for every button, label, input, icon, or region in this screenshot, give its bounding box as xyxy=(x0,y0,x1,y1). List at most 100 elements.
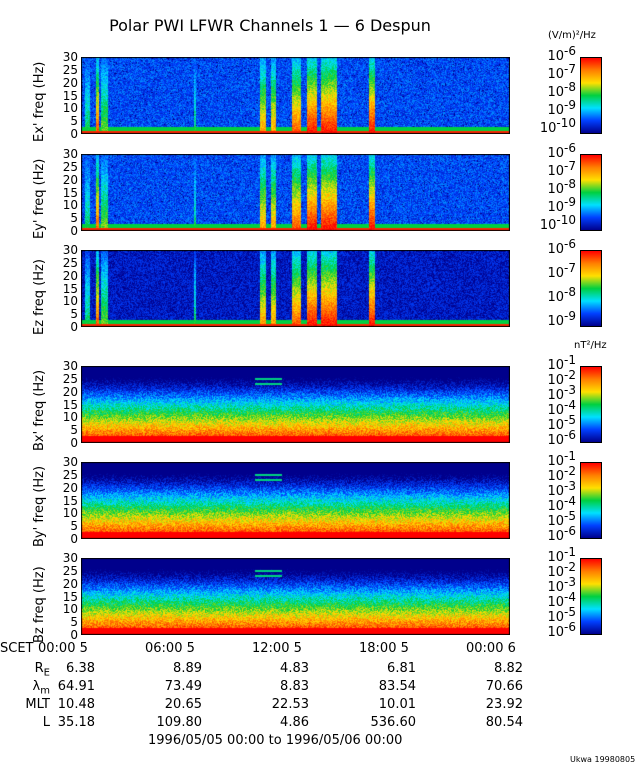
ephemeris-label: MLT xyxy=(25,697,50,712)
y-tick-label: 25 xyxy=(62,159,78,174)
y-tick-label: 20 xyxy=(62,172,78,187)
colorbar-tick-label: 10-5 xyxy=(547,605,576,625)
ephemeris-value: 8.82 xyxy=(494,661,523,676)
colorbar-tick-label: 10-1 xyxy=(547,545,576,565)
y-tick-label: 15 xyxy=(62,281,78,296)
colorbar-tick-label: 10-5 xyxy=(547,413,576,433)
ephemeris-label: RE xyxy=(34,661,50,679)
spectrogram-4 xyxy=(81,366,510,443)
spectrogram-image xyxy=(81,57,510,134)
y-axis-label: Bz freq (Hz) xyxy=(32,566,47,643)
ephemeris-label: L xyxy=(42,715,50,730)
ephemeris-value: 64.91 xyxy=(57,679,95,694)
spectrogram-1 xyxy=(81,57,510,134)
colorbar-tick-label: 10-9 xyxy=(547,309,576,330)
y-tick-label: 15 xyxy=(62,589,78,604)
colorbar-tick-label: 10-2 xyxy=(547,464,576,484)
y-tick-label: 25 xyxy=(62,371,78,386)
ephemeris-value: 73.49 xyxy=(164,679,202,694)
ephemeris-value: 4.86 xyxy=(280,715,309,730)
colorbar-tick-label: 10-5 xyxy=(547,509,576,529)
colorbar-tick-label: 10-3 xyxy=(547,383,576,403)
y-tick-label: 30 xyxy=(62,359,78,373)
y-axis-label: Ex' freq (Hz) xyxy=(32,61,47,142)
spectrogram-image xyxy=(81,250,510,327)
y-tick-label: 25 xyxy=(62,255,78,270)
y-tick-label: 10 xyxy=(62,506,78,521)
ephemeris-value: 70.66 xyxy=(485,679,523,694)
x-tick-label: 06:00 5 xyxy=(145,641,195,656)
spectrogram-5 xyxy=(81,462,510,539)
ephemeris-value: 80.54 xyxy=(485,715,523,730)
y-tick-label: 15 xyxy=(62,397,78,412)
colorbar-tick-label: 10-4 xyxy=(547,398,576,418)
colorbar-tick-label: 10-10 xyxy=(539,115,576,136)
ephemeris-value: 20.65 xyxy=(164,697,202,712)
spectrogram-6 xyxy=(81,558,510,635)
y-axis-label: Bx' freq (Hz) xyxy=(32,369,47,451)
colorbar xyxy=(580,57,602,134)
spectrogram-image xyxy=(81,366,510,443)
ephemeris-value: 6.81 xyxy=(387,661,416,676)
y-tick-label: 30 xyxy=(62,50,78,64)
colorbar-tick-label: 10-6 xyxy=(547,141,576,161)
colorbar-tick-label: 10-7 xyxy=(547,261,576,282)
y-tick-label: 15 xyxy=(62,185,78,200)
x-tick-label: 00:00 6 xyxy=(466,641,516,656)
chart-title: Polar PWI LFWR Channels 1 — 6 Despun xyxy=(109,16,431,35)
ephemeris-value: 536.60 xyxy=(370,715,417,730)
x-tick-label: 18:00 5 xyxy=(359,641,409,656)
y-tick-label: 0 xyxy=(70,224,78,238)
y-tick-label: 5 xyxy=(70,211,78,226)
y-tick-label: 15 xyxy=(62,88,78,103)
colorbar-tick-label: 10-8 xyxy=(547,285,576,306)
y-tick-label: 30 xyxy=(62,147,78,161)
y-axis-label: By' freq (Hz) xyxy=(32,465,47,547)
ephemeris-value: 6.38 xyxy=(66,661,95,676)
y-tick-label: 5 xyxy=(70,114,78,129)
credit: Ukwa 19980805 xyxy=(570,755,636,764)
colorbar-tick-label: 10-6 xyxy=(547,524,576,544)
spectrogram-3 xyxy=(81,250,510,327)
spectrogram-image xyxy=(81,558,510,635)
y-tick-label: 5 xyxy=(70,519,78,534)
spectrogram-image xyxy=(81,462,510,539)
y-tick-label: 5 xyxy=(70,615,78,630)
spectrogram-image xyxy=(81,154,510,231)
colorbar-tick-label: 10-4 xyxy=(547,590,576,610)
ephemeris-value: 8.89 xyxy=(173,661,202,676)
scet-label: SCET xyxy=(0,641,34,656)
x-tick-label: 00:00 5 xyxy=(38,641,88,656)
colorbar-tick-label: 10-8 xyxy=(547,176,576,197)
y-tick-label: 25 xyxy=(62,467,78,482)
colorbar-tick-label: 10-3 xyxy=(547,575,576,595)
colorbar xyxy=(580,250,602,327)
y-tick-label: 10 xyxy=(62,602,78,617)
y-tick-label: 5 xyxy=(70,307,78,322)
colorbar-tick-label: 10-8 xyxy=(547,79,576,100)
y-tick-label: 5 xyxy=(70,423,78,438)
e-units-label: (V/m)²/Hz xyxy=(548,30,596,41)
colorbar-tick-label: 10-1 xyxy=(547,449,576,469)
y-axis-label: Ez freq (Hz) xyxy=(32,259,47,335)
y-tick-label: 25 xyxy=(62,62,78,77)
ephemeris-value: 83.54 xyxy=(378,679,416,694)
y-tick-label: 10 xyxy=(62,410,78,425)
y-axis-label: Ey' freq (Hz) xyxy=(32,158,47,239)
ephemeris-value: 35.18 xyxy=(57,715,95,730)
colorbar-tick-label: 10-3 xyxy=(547,479,576,499)
ephemeris-value: 10.01 xyxy=(378,697,416,712)
colorbar-tick-label: 10-6 xyxy=(547,237,576,257)
y-tick-label: 0 xyxy=(70,628,78,642)
colorbar-tick-label: 10-6 xyxy=(547,44,576,64)
y-tick-label: 0 xyxy=(70,532,78,546)
spectrogram-2 xyxy=(81,154,510,231)
y-tick-label: 20 xyxy=(62,384,78,399)
b-units-label: nT²/Hz xyxy=(574,340,607,351)
y-tick-label: 25 xyxy=(62,563,78,578)
y-tick-label: 20 xyxy=(62,75,78,90)
colorbar xyxy=(580,462,602,539)
ephemeris-value: 22.53 xyxy=(271,697,309,712)
y-tick-label: 10 xyxy=(62,198,78,213)
y-tick-label: 20 xyxy=(62,268,78,283)
